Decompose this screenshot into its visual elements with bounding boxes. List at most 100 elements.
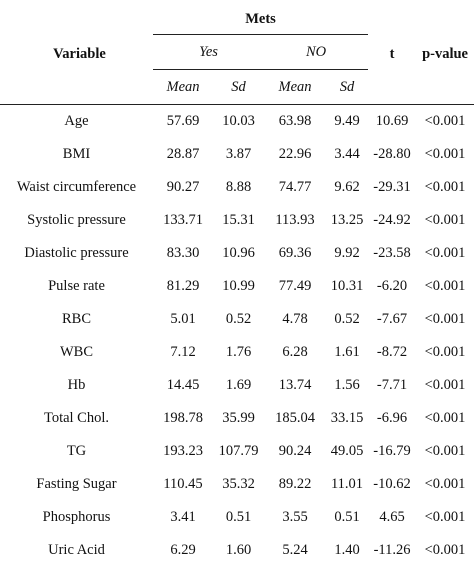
pvalue-cell: <0.001 bbox=[424, 212, 466, 228]
table-row: Systolic pressure 133.71 15.31 113.93 13.25-… bbox=[0, 204, 474, 237]
no-mean-cell: 69.36 bbox=[278, 245, 312, 261]
header-row-stats: Mean Sd Mean Sd bbox=[0, 69, 474, 105]
no-mean-cell: 13.74 bbox=[278, 377, 312, 393]
t-cell: 10.69 bbox=[375, 113, 409, 129]
pvalue-header: p-value bbox=[416, 4, 474, 105]
no-sd-cell: 11.01 bbox=[330, 476, 364, 492]
yes-sd-cell: 10.96 bbox=[222, 245, 255, 261]
table-row: Waist circumference 90.27 8.88 74.77 9.62 -29… bbox=[0, 171, 474, 204]
no-sd-cell: 49.05 bbox=[330, 443, 364, 459]
variable-cell: Phosphorus bbox=[42, 509, 111, 525]
variable-cell: Systolic pressure bbox=[27, 212, 126, 228]
table-row: Total Chol. 198.78 35.99 185.04 33.15 -6.96 <0… bbox=[0, 402, 474, 435]
table-row: TG 193.23 107.79 90.24 49.05 -16.79 <0.001 bbox=[0, 435, 474, 468]
table-row: Uric Acid 6.29 1.60 5.24 1.40 -11.26 <0.001 bbox=[0, 534, 474, 567]
variable-cell: WBC bbox=[59, 344, 94, 360]
table-row: Hb 14.45 1.69 13.74 1.56 -7.71 <0.001 bbox=[0, 369, 474, 402]
no-sd-header: Sd bbox=[326, 69, 369, 105]
yes-mean-cell: 83.30 bbox=[166, 245, 200, 261]
no-mean-cell: 185.04 bbox=[275, 410, 315, 426]
yes-sd-cell: 10.99 bbox=[222, 278, 255, 294]
table-row: Diastolic pressure 83.30 10.96 69.36 9.92 -23… bbox=[0, 237, 474, 270]
variable-cell: Total Chol. bbox=[43, 410, 110, 426]
yes-sd-cell: 35.99 bbox=[222, 410, 255, 426]
t-cell: -6.20 bbox=[376, 278, 408, 294]
yes-sd-cell: 15.31 bbox=[222, 212, 255, 228]
pvalue-cell: <0.001 bbox=[424, 245, 466, 261]
t-header: t bbox=[368, 4, 417, 105]
yes-sd-cell: 8.88 bbox=[225, 179, 252, 195]
yes-sd-cell: 1.60 bbox=[225, 542, 252, 558]
no-sd-cell: 9.62 bbox=[334, 179, 360, 195]
variable-header: Variable bbox=[0, 4, 153, 105]
t-cell: -8.72 bbox=[376, 344, 408, 360]
yes-mean-cell: 193.23 bbox=[163, 443, 203, 459]
variable-cell: Fasting Sugar bbox=[36, 476, 117, 492]
t-cell: -7.71 bbox=[376, 377, 408, 393]
variable-cell: BMI bbox=[62, 146, 91, 162]
header-row-mets: Variable Mets t p-value bbox=[0, 4, 474, 105]
yes-mean-cell: 14.45 bbox=[166, 377, 200, 393]
table-row: Age 57.69 10.03 63.98 9.49 10.69 <0.001 bbox=[0, 105, 474, 139]
pvalue-cell: <0.001 bbox=[424, 377, 466, 393]
yes-group-header: Yes bbox=[153, 34, 264, 70]
no-sd-cell: 0.52 bbox=[334, 311, 360, 327]
variable-cell: Uric Acid bbox=[48, 542, 105, 558]
yes-mean-cell: 28.87 bbox=[166, 146, 200, 162]
pvalue-cell: <0.001 bbox=[424, 113, 466, 129]
yes-mean-cell: 81.29 bbox=[166, 278, 200, 294]
variable-cell: RBC bbox=[61, 311, 91, 327]
variable-cell: Age bbox=[64, 113, 89, 129]
pvalue-cell: <0.001 bbox=[424, 278, 466, 294]
no-sd-cell: 33.15 bbox=[330, 410, 364, 426]
yes-sd-cell: 107.79 bbox=[218, 443, 259, 459]
yes-sd-cell: 0.52 bbox=[225, 311, 252, 327]
yes-mean-cell: 90.27 bbox=[166, 179, 200, 195]
yes-mean-cell: 7.12 bbox=[170, 344, 196, 360]
no-sd-cell: 9.49 bbox=[334, 113, 360, 129]
pvalue-cell: <0.001 bbox=[424, 179, 466, 195]
variable-cell: Hb bbox=[67, 377, 86, 393]
yes-mean-cell: 57.69 bbox=[166, 113, 200, 129]
no-mean-cell: 77.49 bbox=[278, 278, 312, 294]
table-row: WBC 7.12 1.76 6.28 1.61 -8.72 <0.001 bbox=[0, 336, 474, 369]
no-mean-cell: 5.24 bbox=[282, 542, 308, 558]
variable-cell: Pulse rate bbox=[48, 278, 105, 294]
no-sd-cell: 1.56 bbox=[334, 377, 360, 393]
no-sd-cell: 1.40 bbox=[334, 542, 360, 558]
no-sd-cell: 13.25 bbox=[330, 212, 364, 228]
yes-sd-cell: 0.51 bbox=[225, 509, 252, 525]
t-cell: -7.67 bbox=[376, 311, 408, 327]
table-row: Pulse rate 81.29 10.99 77.49 10.31 -6.20 <0.00… bbox=[0, 270, 474, 303]
pvalue-cell: <0.001 bbox=[424, 509, 466, 525]
yes-sd-cell: 1.76 bbox=[225, 344, 252, 360]
t-cell: -11.26 bbox=[373, 542, 411, 558]
table-row: Fasting Sugar 110.45 35.32 89.22 11.01 -10.62… bbox=[0, 468, 474, 501]
t-cell: -29.31 bbox=[373, 179, 411, 195]
t-cell: -28.80 bbox=[373, 146, 411, 162]
no-mean-cell: 4.78 bbox=[282, 311, 308, 327]
yes-mean-cell: 133.71 bbox=[163, 212, 203, 228]
yes-sd-cell: 1.69 bbox=[225, 377, 252, 393]
mets-header: Mets bbox=[153, 4, 369, 35]
no-mean-cell: 113.93 bbox=[275, 212, 315, 228]
no-mean-cell: 74.77 bbox=[278, 179, 312, 195]
pvalue-cell: <0.001 bbox=[424, 410, 466, 426]
variable-cell: Waist circumference bbox=[16, 179, 137, 195]
yes-sd-cell: 10.03 bbox=[222, 113, 255, 129]
pvalue-cell: <0.001 bbox=[424, 476, 466, 492]
yes-mean-cell: 6.29 bbox=[170, 542, 196, 558]
table-row: RBC 5.01 0.52 4.78 0.52 -7.67 <0.001 bbox=[0, 303, 474, 336]
no-mean-cell: 22.96 bbox=[278, 146, 312, 162]
yes-mean-cell: 5.01 bbox=[170, 311, 196, 327]
table-row: Phosphorus 3.41 0.51 3.55 0.51 4.65 <0.001 bbox=[0, 501, 474, 534]
variable-cell: TG bbox=[66, 443, 87, 459]
pvalue-cell: <0.001 bbox=[424, 311, 466, 327]
table-body: Age 57.69 10.03 63.98 9.49 10.69 <0.001 BMI 28.8… bbox=[0, 105, 474, 567]
no-sd-cell: 10.31 bbox=[330, 278, 364, 294]
no-mean-cell: 89.22 bbox=[278, 476, 312, 492]
no-mean-cell: 6.28 bbox=[282, 344, 308, 360]
t-cell: -10.62 bbox=[373, 476, 411, 492]
no-mean-cell: 63.98 bbox=[278, 113, 312, 129]
